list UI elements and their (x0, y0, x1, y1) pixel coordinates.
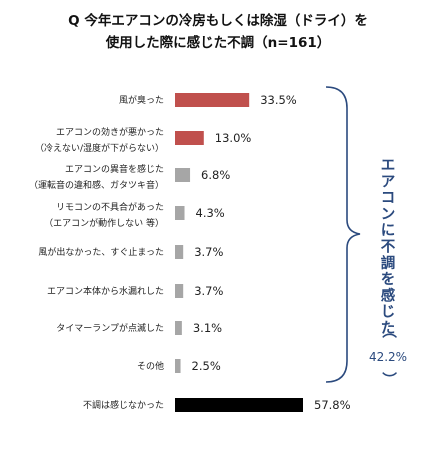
bar (175, 398, 303, 412)
category-label: リモコンの不具合があった (56, 201, 164, 213)
category-label: タイマーランプが点滅した (56, 322, 164, 334)
chart-title: Q 今年エアコンの冷房もしくは除湿（ドライ）を 使用した際に感じた不調（n=16… (68, 12, 368, 51)
chart-title-line: Q 今年エアコンの冷房もしくは除湿（ドライ）を (68, 12, 368, 29)
category-label: 風が出なかった、すぐ止まった (38, 246, 164, 258)
bar (175, 168, 191, 182)
category-label: （エアコンが動作しない 等） (44, 217, 164, 229)
annotation-close-paren: ） (380, 372, 398, 387)
annotation-char: ン (381, 207, 396, 223)
value-labels: 33.5% 13.0% 6.8% 4.3% 3.7% 3.7% 3.1% 2.5% 57.8% (192, 93, 351, 412)
annotation-open-paren: （ (380, 324, 398, 339)
bar (175, 359, 181, 373)
bar (175, 245, 184, 259)
bracket-line (325, 86, 361, 383)
category-label: （運転音の違和感、ガタツキ音） (29, 179, 164, 191)
value-label: 3.7% (194, 245, 223, 259)
annotation-char: 不 (381, 239, 396, 256)
bars-group (175, 93, 303, 412)
annotation-char: に (381, 223, 396, 239)
value-label: 4.3% (196, 206, 225, 220)
category-label: エアコンの効きが悪かった (56, 126, 164, 138)
value-label: 2.5% (192, 359, 221, 373)
annotation-char: 調 (381, 254, 396, 272)
value-label: 6.8% (201, 168, 230, 182)
annotation-char: を (381, 271, 396, 288)
category-label: 風が臭った (119, 94, 164, 106)
value-label: 13.0% (215, 131, 252, 145)
value-label: 3.1% (193, 321, 222, 335)
bar (175, 131, 204, 145)
annotation-char: 感 (381, 286, 396, 304)
category-label: （冷えない/湿度が下がらない） (35, 142, 164, 154)
bar (175, 206, 185, 220)
category-label: エアコン本体から水漏れした (47, 285, 164, 297)
chart-title-line: 使用した際に感じた不調（n=161） (105, 34, 331, 51)
annotation-value: 42.2% (369, 350, 407, 364)
bar (175, 93, 250, 107)
category-label: その他 (137, 360, 164, 372)
annotation-char: ア (381, 174, 396, 190)
category-label: 不調は感じなかった (83, 399, 164, 411)
value-label: 33.5% (260, 93, 297, 107)
annotation-char: た (381, 320, 396, 337)
annotation-char: コ (381, 191, 396, 207)
value-label: 3.7% (194, 284, 223, 298)
annotation-char: じ (381, 304, 396, 321)
value-label: 57.8% (314, 398, 351, 412)
bar (175, 321, 182, 335)
annotation-char: エ (381, 158, 396, 174)
bar (175, 284, 184, 298)
category-label: エアコンの異音を感じた (65, 163, 164, 175)
